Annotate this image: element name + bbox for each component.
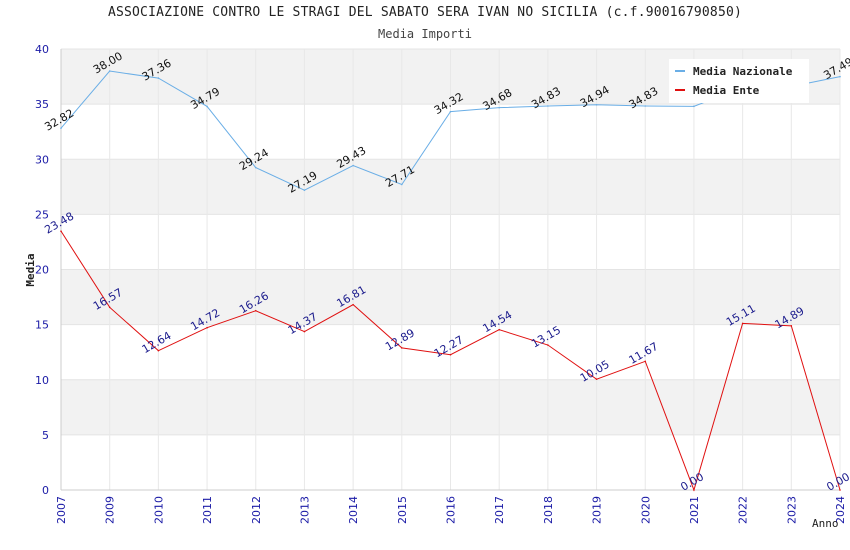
x-tick-label: 2015 [396,496,409,524]
x-tick-label: 2021 [688,496,701,524]
x-axis-label: Anno [812,517,839,530]
data-point [547,344,549,346]
data-label: 13.15 [529,323,563,350]
data-point [60,230,62,232]
x-tick-label: 2013 [298,496,311,524]
x-tick-label: 2019 [591,496,604,524]
y-tick-label: 40 [35,43,49,56]
y-tick-label: 15 [35,319,49,332]
x-tick-label: 2010 [152,496,165,524]
data-point [741,322,744,325]
data-point [693,489,695,491]
legend-label-nazionale: Media Nazionale [693,64,793,78]
legend-swatch-nazionale [675,70,685,72]
x-tick-label: 2016 [445,496,458,524]
x-tick-label: 2009 [104,496,117,524]
chart-subtitle: Media Importi [378,27,472,41]
x-tick-label: 2020 [639,496,652,524]
data-point [254,166,257,169]
x-tick-label: 2018 [542,496,555,524]
y-tick-label: 20 [35,264,49,277]
x-tick-label: 2014 [347,496,360,524]
data-point [693,105,695,108]
legend-item-ente: Media Ente [675,83,759,97]
data-point [206,105,208,108]
data-point [839,489,841,491]
x-tick-label: 2022 [737,496,750,524]
data-point [157,77,160,79]
data-point [303,189,306,192]
data-point [839,75,841,78]
y-tick-label: 25 [35,208,49,221]
x-tick-labels: 2007 2009 2010 2011 2012 2013 2014 2015 2016 2017… [55,496,847,524]
legend-item-nazionale: Media Nazionale [675,64,792,78]
data-point [206,326,208,329]
data-point [449,353,452,356]
data-point [352,303,354,306]
y-tick-labels: 0 5 10 15 20 25 30 35 40 [35,43,49,497]
x-tick-label: 2007 [55,496,68,524]
y-tick-label: 35 [35,98,49,111]
x-tick-label: 2011 [201,496,214,524]
data-point [644,105,647,107]
data-point [498,328,500,331]
x-tick-label: 2012 [250,496,263,524]
data-point [595,378,598,380]
data-label: 12.27 [432,333,466,360]
x-tick-label: 2024 [834,496,847,524]
x-tick-label: 2023 [785,496,798,524]
data-point [401,183,403,186]
data-point [547,105,549,107]
y-axis-label: Media [24,253,37,286]
data-point [108,70,111,72]
chart-title: ASSOCIAZIONE CONTRO LE STRAGI DEL SABATO… [107,5,743,20]
data-point [108,306,111,309]
data-point [60,127,62,129]
data-point [157,349,160,352]
y-tick-label: 0 [42,484,49,497]
axes [60,49,840,491]
legend-label-ente: Media Ente [693,83,760,97]
data-point [644,360,647,363]
data-label: 11.67 [627,340,661,367]
legend-swatch-ente [675,89,685,91]
data-point [352,164,354,167]
data-point [449,110,452,113]
data-point [595,103,598,106]
data-point [790,325,793,327]
x-tick-label: 2017 [493,496,506,524]
data-point [498,106,500,109]
data-point [303,330,306,333]
y-tick-label: 5 [42,429,49,442]
y-tick-label: 30 [35,153,49,166]
y-tick-label: 10 [35,374,49,387]
legend: Media Nazionale Media Ente [669,59,809,103]
data-point [254,309,257,312]
data-label: 12.64 [140,329,174,356]
data-point [401,347,403,349]
